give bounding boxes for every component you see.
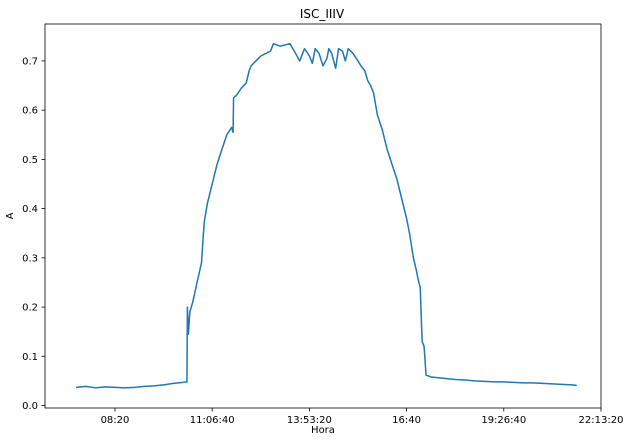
x-tick-label: 13:53:20 [287,415,332,426]
x-tick-label: 16:40 [392,415,421,426]
plot-area [44,23,602,409]
y-tick-label: 0.2 [22,303,38,314]
series-line [76,42,577,389]
plot-background [45,24,601,408]
x-tick-label: 08:20 [101,415,130,426]
x-axis: 08:20 11:06:40 13:53:20 16:40 19:26:40 22:13:… [101,408,624,426]
plot-frame [44,23,602,409]
x-axis-label: Hora [311,425,335,436]
y-tick-label: 0.7 [22,56,38,67]
y-tick-label: 0.0 [22,401,38,412]
y-tick-label: 0.4 [22,204,38,215]
y-axis: 0.0 0.1 0.2 0.3 0.4 0.5 0.6 0.7 [22,56,45,412]
chart-title: ISC_IIIV [300,7,345,21]
y-tick-label: 0.5 [22,155,38,166]
y-tick-label: 0.3 [22,253,38,264]
y-axis-label: A [5,212,16,219]
x-tick-label: 22:13:20 [579,415,624,426]
x-tick-label: 11:06:40 [190,415,235,426]
y-tick-label: 0.1 [22,352,38,363]
x-tick-label: 19:26:40 [481,415,526,426]
y-tick-label: 0.6 [22,106,38,117]
